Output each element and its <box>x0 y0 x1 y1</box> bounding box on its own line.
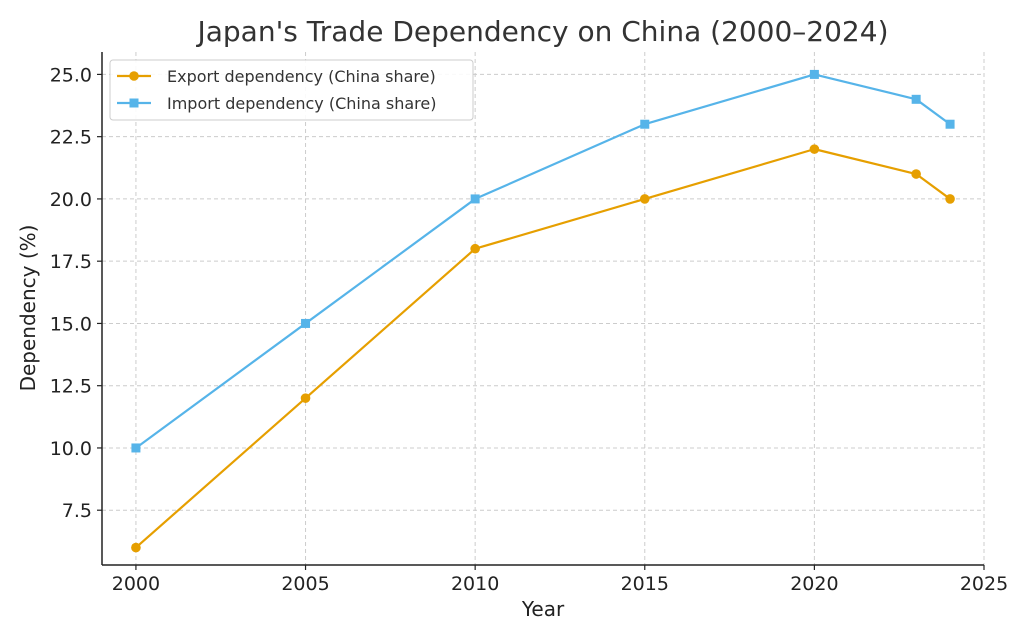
x-tick-label: 2010 <box>451 573 499 595</box>
x-tick-label: 2025 <box>960 573 1008 595</box>
data-point-circle <box>809 144 820 154</box>
legend-label: Export dependency (China share) <box>167 67 436 86</box>
x-tick-label: 2000 <box>112 573 160 595</box>
data-point-circle <box>131 542 141 553</box>
data-point-square <box>301 318 311 328</box>
data-point-square <box>945 119 955 129</box>
series-line-1 <box>135 148 951 549</box>
data-point-circle <box>300 393 311 403</box>
data-point-circle <box>945 194 955 204</box>
data-point-square <box>131 443 141 453</box>
y-tick-label: 15.0 <box>50 313 92 335</box>
legend-marker-square <box>129 98 139 108</box>
y-tick-label: 12.5 <box>50 376 92 398</box>
y-tick-label: 17.5 <box>50 251 92 273</box>
data-point-square <box>640 119 650 129</box>
legend-marker-circle <box>129 71 139 81</box>
data-point-square <box>911 94 921 104</box>
y-tick-label: 20.0 <box>50 189 92 211</box>
data-point-square <box>809 69 819 79</box>
x-axis-label: Year <box>521 597 565 621</box>
legend-box <box>109 59 474 121</box>
y-axis-label: Dependency (%) <box>16 225 40 392</box>
y-tick-label: 22.5 <box>50 127 92 149</box>
x-tick-label: 2015 <box>621 573 669 595</box>
grid <box>102 52 985 565</box>
tick-labels: 2000 2005 2010 2015 2020 2025 7.5 10.0 12.5 15.0 1… <box>50 64 1008 595</box>
axes <box>101 52 984 566</box>
chart-title: Japan's Trade Dependency on China (2000–… <box>195 15 888 48</box>
y-tick-label: 10.0 <box>50 438 92 460</box>
legend: Export dependency (China share) Import de… <box>109 59 474 121</box>
y-tick-label: 7.5 <box>62 500 92 522</box>
y-tick-label: 25.0 <box>50 64 92 86</box>
legend-label: Import dependency (China share) <box>167 94 436 113</box>
data-point-circle <box>639 194 650 204</box>
data-point-circle <box>470 243 480 254</box>
series-layer <box>131 69 955 553</box>
x-tick-label: 2005 <box>281 573 329 595</box>
data-point-square <box>470 194 480 204</box>
x-tick-label: 2020 <box>790 573 838 595</box>
data-point-circle <box>911 169 921 179</box>
